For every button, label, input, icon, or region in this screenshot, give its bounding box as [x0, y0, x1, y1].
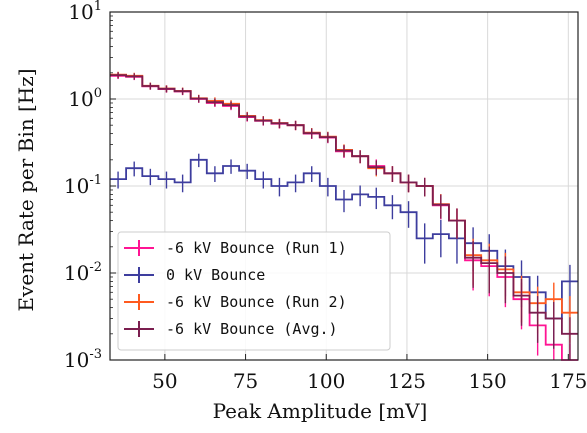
- x-tick-label: 125: [388, 369, 426, 393]
- y-axis-label: Event Rate per Bin [Hz]: [14, 68, 38, 311]
- series-layer: [110, 71, 578, 361]
- x-tick-label: 175: [549, 369, 587, 393]
- legend-label-run2: -6 kV Bounce (Run 2): [166, 293, 347, 311]
- x-tick-label: 75: [233, 369, 258, 393]
- legend-entry-0kv: 0 kV Bounce: [124, 266, 265, 284]
- y-axis-ticks: 101 100 10-1 10-2 10-3: [64, 0, 116, 372]
- x-tick-label: 100: [307, 369, 345, 393]
- y-tick-label: 10-3: [64, 347, 102, 372]
- x-axis-ticks: 50 75 100 125 150 175: [152, 354, 587, 393]
- y-tick-label: 101: [68, 0, 102, 24]
- legend-entry-run2: -6 kV Bounce (Run 2): [124, 293, 347, 311]
- legend: -6 kV Bounce (Run 1) 0 kV Bounce -6 kV B…: [117, 231, 391, 351]
- legend-box: [117, 231, 391, 351]
- x-axis-label: Peak Amplitude [mV]: [213, 399, 428, 423]
- legend-entry-run1: -6 kV Bounce (Run 1): [124, 239, 347, 257]
- y-tick-label: 100: [68, 86, 102, 111]
- legend-entry-avg: -6 kV Bounce (Avg.): [124, 320, 338, 338]
- legend-label-avg: -6 kV Bounce (Avg.): [166, 320, 338, 338]
- y-tick-label: 10-1: [64, 173, 102, 198]
- legend-label-0kv: 0 kV Bounce: [166, 266, 265, 284]
- x-tick-label: 50: [152, 369, 177, 393]
- x-tick-label: 150: [469, 369, 507, 393]
- legend-label-run1: -6 kV Bounce (Run 1): [166, 239, 347, 257]
- y-tick-label: 10-2: [64, 260, 102, 285]
